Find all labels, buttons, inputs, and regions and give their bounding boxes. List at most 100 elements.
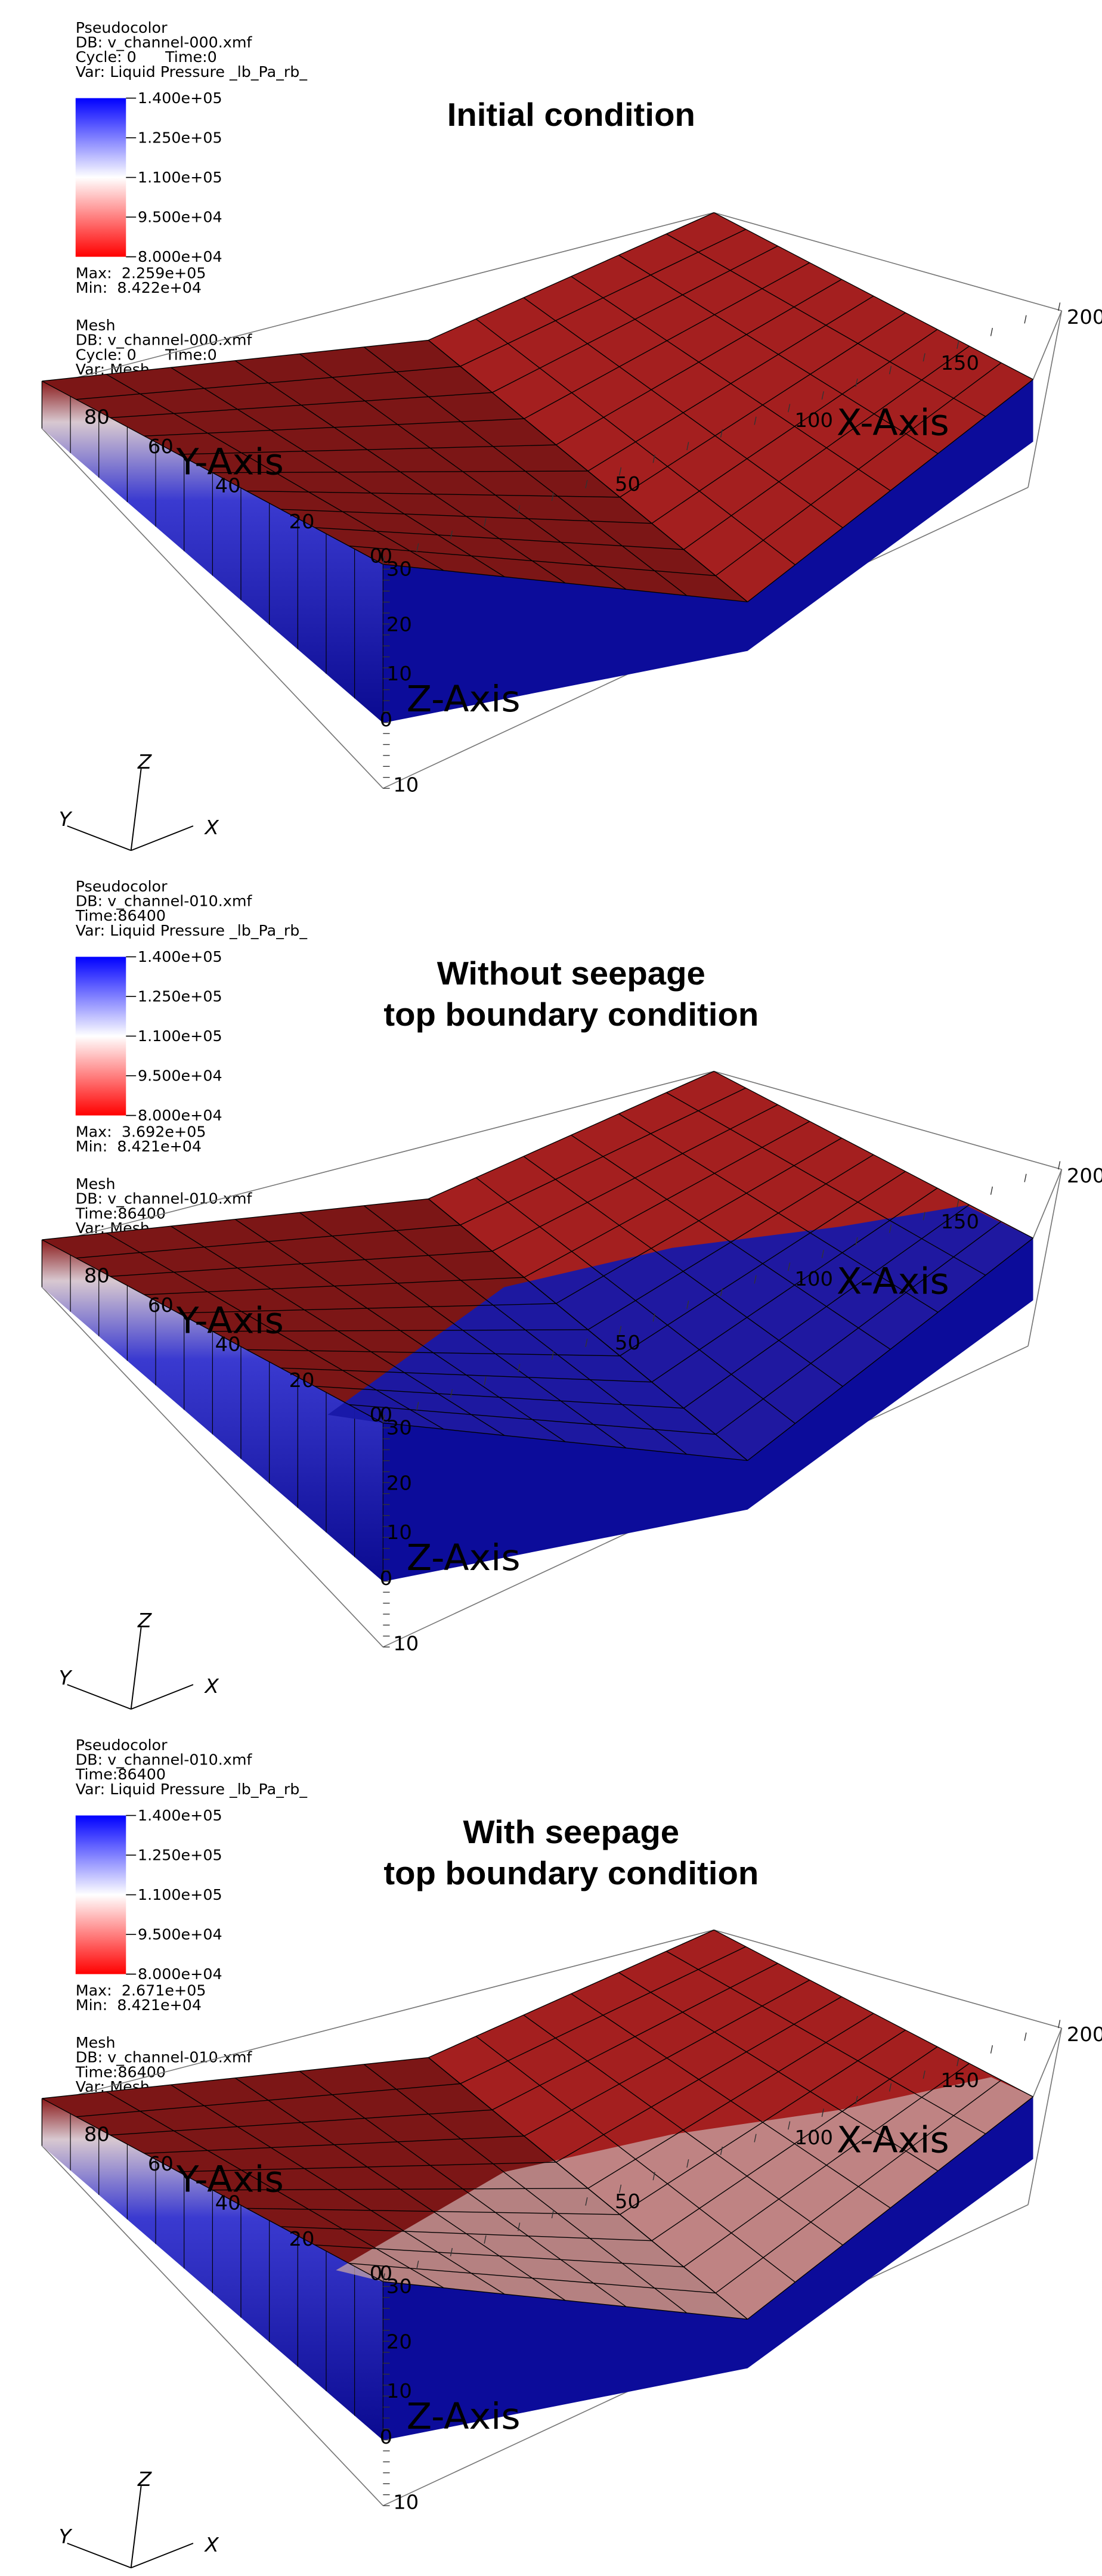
x-axis-label: X-Axis (837, 1261, 949, 1302)
triad-axis (131, 826, 193, 850)
triad-axis (131, 769, 141, 850)
legend-header: Var: Liquid Pressure _lb_Pa_rb_ (76, 1781, 308, 1798)
triad-label: X (204, 1674, 219, 1697)
x-tick-label: 50 (615, 472, 640, 495)
triad-axis (131, 1685, 193, 1709)
axis-tick (1024, 1174, 1026, 1182)
x-tick-label: 50 (615, 1331, 640, 1354)
x-axis-label: X-Axis (837, 2119, 949, 2161)
y-tick-label: 20 (289, 510, 315, 532)
z-tick-label: 30 (386, 558, 412, 580)
color-bar (76, 957, 126, 1116)
triad-label: X (204, 2533, 219, 2556)
x-axis-label: X-Axis (837, 402, 949, 444)
panel-title: Initial condition (447, 97, 695, 133)
x-tick-label: 200 (1067, 2023, 1102, 2046)
z-tick-label: 10 (393, 773, 419, 796)
x-tick-label: 150 (941, 351, 980, 374)
panel-title: Without seepage (437, 955, 705, 992)
color-bar-label: 1.250e+05 (138, 988, 222, 1005)
z-tick-label: 10 (386, 662, 412, 685)
y-tick-label: 60 (148, 1293, 174, 1316)
axis-tick (991, 328, 993, 336)
z-tick-label: 10 (386, 2379, 412, 2402)
x-tick-label: 100 (794, 1267, 833, 1290)
y-tick-label: 20 (289, 1368, 315, 1391)
color-bar-label: 9.500e+04 (138, 1067, 222, 1085)
y-tick-label: 40 (215, 2191, 241, 2214)
y-tick-label: 40 (215, 474, 241, 497)
z-tick-label: 30 (386, 2275, 412, 2298)
legend-min: Min: 8.421e+04 (76, 1138, 202, 1155)
legend-min: Min: 8.421e+04 (76, 1996, 202, 2014)
color-bar-label: 9.500e+04 (138, 209, 222, 226)
axis-tick (1058, 1161, 1060, 1169)
color-bar-label: 1.100e+05 (138, 1886, 222, 1903)
triad-label: X (204, 816, 219, 838)
axis-tick (991, 1187, 993, 1195)
color-bar-label: 1.100e+05 (138, 1027, 222, 1045)
axis-tick (1024, 315, 1026, 324)
triad-axis (67, 826, 131, 850)
z-tick-label: 20 (386, 1472, 412, 1494)
panel-title: top boundary condition (383, 996, 759, 1032)
x-tick-label: 200 (1067, 1165, 1102, 1187)
triad-axis (67, 1685, 131, 1709)
z-tick-label: 30 (386, 1416, 412, 1439)
x-tick-label: 100 (794, 408, 833, 431)
color-bar-label: 8.000e+04 (138, 1107, 222, 1124)
triad-label: Z (137, 1609, 152, 1632)
legend-header: Var: Liquid Pressure _lb_Pa_rb_ (76, 63, 308, 80)
x-tick-label: 150 (941, 2069, 980, 2091)
y-tick-label: 40 (215, 1333, 241, 1355)
triad-axis (131, 2543, 193, 2568)
triad-label: Y (59, 2525, 73, 2548)
color-bar (76, 98, 126, 257)
triad-axis (67, 2543, 131, 2568)
x-tick-label: 200 (1067, 306, 1102, 329)
axis-tick (991, 2045, 993, 2054)
bounding-box (1033, 2028, 1062, 2097)
y-tick-label: 0 (370, 2262, 383, 2284)
color-bar-label: 8.000e+04 (138, 248, 222, 265)
bounding-box (1033, 1169, 1062, 1238)
color-bar-label: 1.400e+05 (138, 1807, 222, 1824)
page: {"panels": [ {"title": ["Initial conditi… (0, 0, 1102, 2576)
bounding-box (1033, 311, 1062, 379)
panel-title: top boundary condition (383, 1854, 759, 1891)
x-tick-label: 150 (941, 1210, 980, 1233)
render-view: PseudocolorDB: v_channel-000.xmfCycle: 0… (0, 0, 1102, 2576)
y-tick-label: 80 (84, 2123, 110, 2145)
color-bar (76, 1816, 126, 1974)
z-axis-label: Z-Axis (407, 679, 521, 720)
axis-tick (1024, 2033, 1026, 2041)
color-bar-label: 1.250e+05 (138, 129, 222, 147)
color-bar-label: 1.400e+05 (138, 89, 222, 107)
axis-tick (1058, 302, 1060, 311)
triad-label: Y (59, 808, 73, 831)
z-tick-label: 10 (386, 1521, 412, 1543)
y-tick-label: 0 (370, 1403, 383, 1426)
x-tick-label: 100 (794, 2126, 833, 2148)
triad-label: Y (59, 1667, 73, 1689)
z-tick-label: 10 (393, 2491, 419, 2513)
panel: PseudocolorDB: v_channel-010.xmfTime:864… (42, 1736, 1102, 2568)
y-tick-label: 80 (84, 405, 110, 428)
y-tick-label: 20 (289, 2227, 315, 2250)
y-tick-label: 60 (148, 2152, 174, 2175)
z-axis-label: Z-Axis (407, 1537, 521, 1579)
x-tick-label: 50 (615, 2190, 640, 2212)
legend-min: Min: 8.422e+04 (76, 279, 202, 296)
z-tick-label: 20 (386, 613, 412, 636)
panel-title: With seepage (463, 1814, 680, 1850)
triad-axis (131, 2486, 141, 2568)
z-tick-label: 10 (393, 1632, 419, 1655)
color-bar-label: 1.250e+05 (138, 1847, 222, 1864)
legend-header: Var: Liquid Pressure _lb_Pa_rb_ (76, 922, 308, 939)
y-tick-label: 60 (148, 435, 174, 457)
y-tick-label: 80 (84, 1264, 110, 1287)
color-bar-label: 9.500e+04 (138, 1926, 222, 1943)
y-tick-label: 0 (370, 544, 383, 567)
